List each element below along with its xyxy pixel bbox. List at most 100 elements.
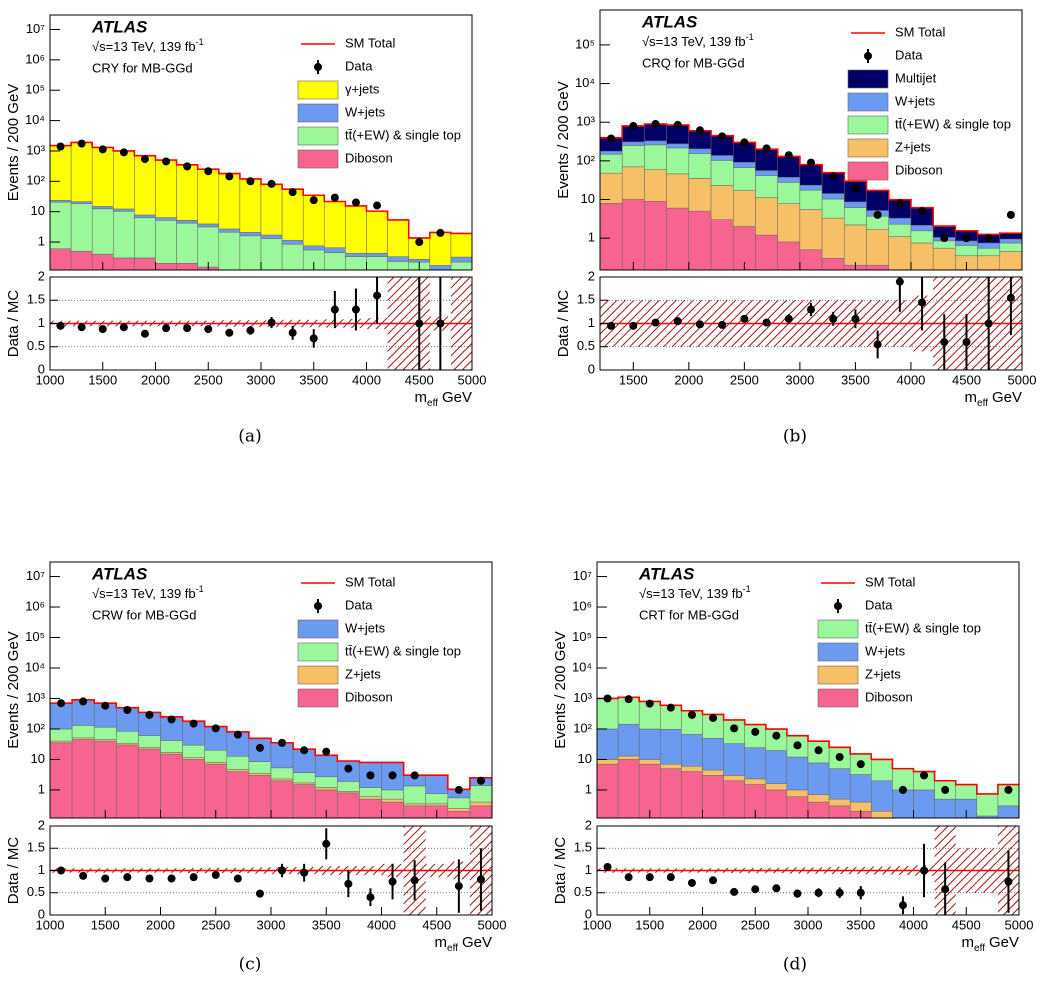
data-point	[476, 776, 485, 785]
stack-segment	[871, 810, 893, 818]
legend-label: SM Total	[865, 574, 915, 589]
stack-segment	[744, 778, 767, 785]
data-point	[77, 139, 86, 148]
legend-label: Diboson	[895, 162, 943, 177]
x-tick-label: 1000	[36, 917, 65, 932]
stack-segment	[617, 723, 640, 757]
stack-segment	[702, 769, 724, 776]
stack-segment	[345, 256, 367, 270]
stack-segment	[70, 250, 93, 270]
ratio-point	[607, 321, 616, 330]
stack-segment	[844, 207, 867, 226]
ratio-point	[330, 305, 339, 314]
ratio-plot	[600, 277, 1022, 370]
stack-segment	[270, 780, 294, 818]
stack-segment	[660, 729, 682, 765]
data-point	[940, 234, 949, 243]
stack-segment	[621, 141, 645, 146]
ratio-point	[898, 901, 907, 910]
ratio-point	[740, 314, 749, 323]
stack-segment	[600, 172, 623, 204]
ratio-point	[984, 319, 993, 328]
stack-segment	[239, 235, 262, 270]
ratio-point	[1004, 877, 1013, 886]
stack-segment	[733, 167, 756, 191]
ratio-plot	[597, 826, 1019, 915]
y-tick-label: 10⁷	[573, 568, 592, 583]
x-tick-label: 5000	[1008, 372, 1037, 387]
data-point	[101, 701, 110, 710]
stack-segment	[270, 767, 294, 780]
ratio-point	[751, 885, 760, 894]
stack-segment	[50, 740, 73, 744]
stack-segment	[799, 249, 823, 270]
ratio-point	[873, 340, 882, 349]
stack-segment	[345, 205, 367, 254]
stack-segment	[182, 744, 205, 758]
data-point	[651, 119, 660, 128]
stack-segment	[450, 233, 472, 258]
ratio-point	[56, 321, 65, 330]
stack-segment	[366, 256, 388, 270]
ratio-y-tick-label: 0	[38, 361, 45, 376]
data-point	[835, 753, 844, 762]
data-point	[278, 738, 287, 747]
data-point	[624, 695, 633, 704]
x-axis-label-unit: GeV	[989, 934, 1019, 951]
stack-segment	[786, 789, 809, 797]
legend-label: Diboson	[345, 689, 393, 704]
stack-segment	[425, 803, 449, 807]
stack-segment	[765, 783, 788, 791]
stack-segment	[366, 252, 388, 257]
data-point	[366, 771, 375, 780]
data-point	[246, 177, 255, 186]
stack-segment	[160, 740, 183, 753]
experiment-label: ATLAS	[638, 564, 695, 583]
ratio-y-tick-label: 1	[585, 862, 592, 877]
ratio-point	[140, 329, 149, 338]
stack-segment	[955, 245, 978, 257]
ratio-point	[851, 314, 860, 323]
ratio-y-tick-label: 2	[38, 817, 45, 832]
stack-segment	[821, 193, 845, 200]
stack-segment	[469, 785, 492, 803]
y-tick-label: 10⁵	[25, 629, 45, 644]
ratio-point	[730, 887, 739, 896]
stack-segment	[345, 252, 367, 257]
stack-segment	[302, 245, 325, 251]
stack-segment	[248, 775, 272, 818]
x-tick-label: 5000	[478, 917, 507, 932]
ratio-y-axis-label: Data / MC	[552, 837, 569, 905]
x-tick-label: 1500	[88, 372, 117, 387]
region-label: CRY for MB-GGd	[92, 60, 193, 75]
data-point	[415, 238, 424, 247]
stack-segment	[888, 223, 912, 237]
stack-segment	[387, 261, 409, 270]
ratio-point	[123, 873, 132, 882]
ratio-point	[695, 320, 704, 329]
y-tick-label: 10⁶	[25, 598, 45, 613]
y-tick-label: 10⁵	[575, 36, 595, 51]
ratio-y-tick-label: 1	[38, 315, 45, 330]
y-tick-label: 10⁵	[25, 82, 45, 97]
x-axis-label-sub: eff	[974, 943, 985, 954]
stack-segment	[113, 150, 135, 210]
legend-label: Diboson	[345, 150, 393, 165]
legend-swatch	[817, 642, 859, 662]
y-tick-label: 10²	[26, 720, 45, 735]
x-tick-label: 3000	[257, 917, 286, 932]
stack-segment	[71, 725, 95, 739]
stack-segment	[999, 242, 1022, 252]
data-point	[140, 155, 149, 164]
data-point	[807, 158, 815, 167]
data-point	[673, 120, 682, 129]
main-plot	[600, 119, 1022, 270]
stack-segment	[292, 784, 316, 818]
stack-segment	[723, 775, 745, 782]
stack-segment	[70, 203, 93, 252]
x-tick-label: 3000	[785, 372, 814, 387]
ratio-point	[189, 873, 198, 882]
data-point	[167, 715, 176, 724]
legend-label: Multijet	[895, 70, 937, 85]
stack-segment	[240, 272, 261, 275]
